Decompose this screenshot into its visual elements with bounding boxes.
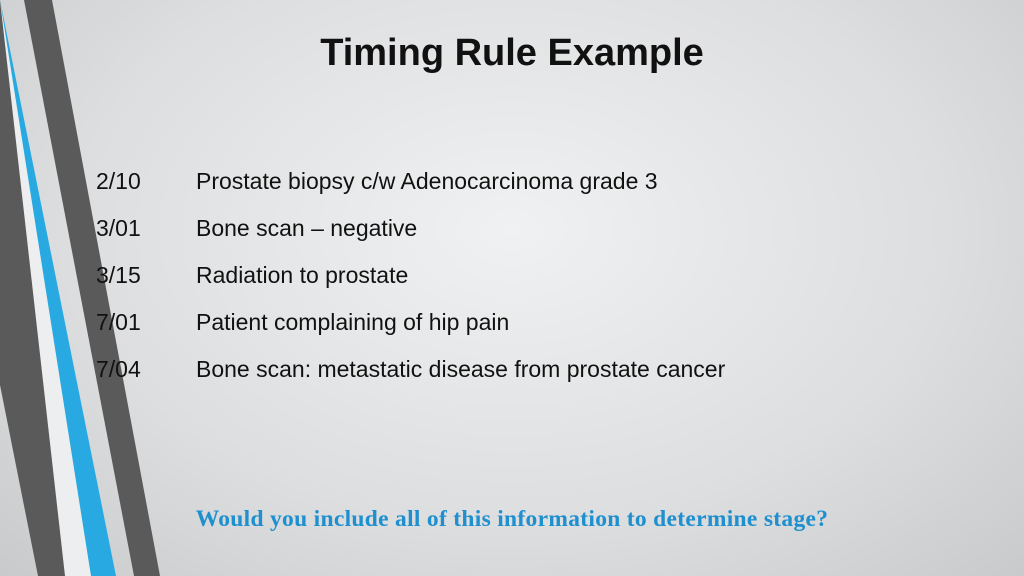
timeline-date: 3/15 (96, 262, 196, 289)
question-text: Would you include all of this informatio… (0, 505, 1024, 534)
timeline-row: 3/15 Radiation to prostate (96, 262, 964, 289)
timeline-event: Bone scan – negative (196, 215, 964, 242)
timeline-event: Patient complaining of hip pain (196, 309, 964, 336)
timeline-row: 2/10 Prostate biopsy c/w Adenocarcinoma … (96, 168, 964, 195)
timeline-date: 3/01 (96, 215, 196, 242)
timeline-event: Radiation to prostate (196, 262, 964, 289)
timeline-date: 7/01 (96, 309, 196, 336)
timeline-date: 7/04 (96, 356, 196, 383)
timeline-row: 7/01 Patient complaining of hip pain (96, 309, 964, 336)
slide-title: Timing Rule Example (0, 32, 1024, 75)
timeline-list: 2/10 Prostate biopsy c/w Adenocarcinoma … (96, 168, 964, 403)
timeline-event: Bone scan: metastatic disease from prost… (196, 356, 964, 383)
timeline-row: 7/04 Bone scan: metastatic disease from … (96, 356, 964, 383)
timeline-event: Prostate biopsy c/w Adenocarcinoma grade… (196, 168, 964, 195)
timeline-row: 3/01 Bone scan – negative (96, 215, 964, 242)
timeline-date: 2/10 (96, 168, 196, 195)
